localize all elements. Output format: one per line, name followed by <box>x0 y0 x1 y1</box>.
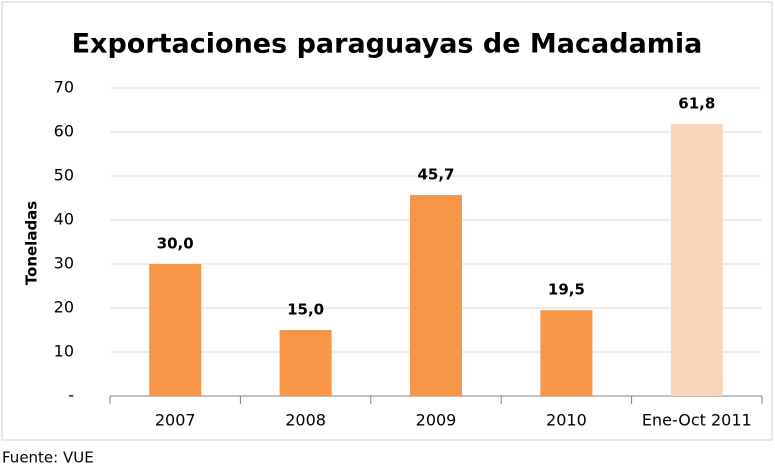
y-tick-label: 20 <box>54 298 74 317</box>
chart-title: Exportaciones paraguayas de Macadamia <box>72 29 703 60</box>
value-label: 30,0 <box>157 235 194 253</box>
bar <box>540 310 593 396</box>
y-tick-label: 60 <box>54 122 74 141</box>
value-label: 45,7 <box>417 165 454 183</box>
y-tick-label: 30 <box>54 254 74 273</box>
y-axis-label: Toneladas <box>23 201 41 286</box>
chart-border <box>1 1 773 441</box>
y-tick-label: 70 <box>54 78 74 97</box>
x-tick-label: 2009 <box>416 411 457 430</box>
x-tick-label: 2007 <box>155 411 196 430</box>
value-label: 19,5 <box>548 281 585 299</box>
y-tick-label: - <box>68 386 74 405</box>
value-label: 61,8 <box>678 95 715 113</box>
y-tick-label: 10 <box>54 342 74 361</box>
bar <box>670 124 723 396</box>
bar <box>279 330 332 396</box>
x-tick-label: 2008 <box>285 411 326 430</box>
value-label: 15,0 <box>287 301 324 319</box>
x-tick-label: 2010 <box>546 411 587 430</box>
source: Fuente: VUE <box>2 449 94 467</box>
y-tick-label: 40 <box>54 210 74 229</box>
y-tick-label: 50 <box>54 166 74 185</box>
bar <box>149 264 202 396</box>
bar <box>410 194 462 396</box>
x-tick-label: Ene-Oct 2011 <box>642 411 752 430</box>
